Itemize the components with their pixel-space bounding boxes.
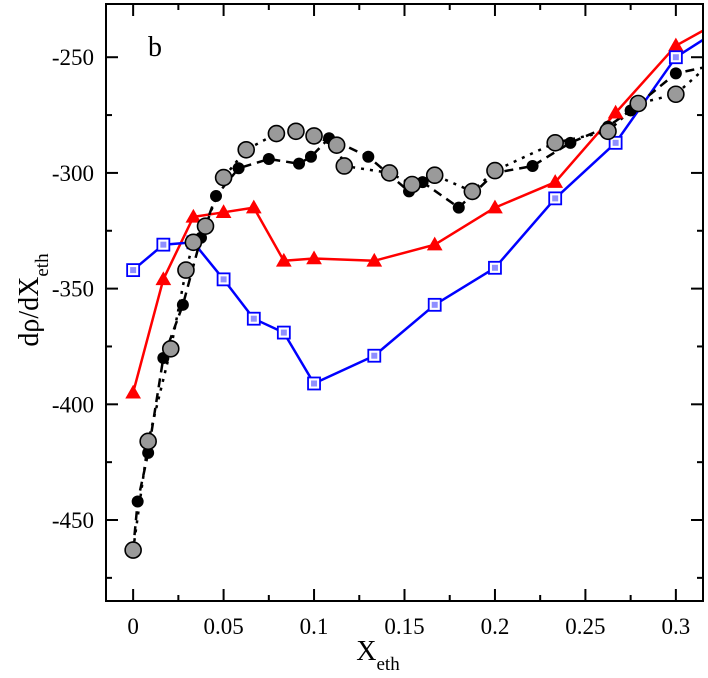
panel-label: b — [148, 32, 162, 63]
red-triangles-point — [426, 236, 443, 251]
blue-squares-point-fill — [160, 241, 167, 248]
blue-squares-point-fill — [250, 315, 257, 322]
blue-squares-point-fill — [491, 264, 498, 271]
y-axis-title-sub: eth — [32, 253, 53, 277]
gray-circles-dotted-point — [380, 164, 399, 182]
black-dots-dashed-point — [362, 150, 375, 163]
red-triangles-point — [366, 252, 383, 267]
red-triangles-point — [245, 199, 262, 214]
gray-circles-dotted-point — [237, 140, 256, 159]
gray-circles-dotted-point — [546, 134, 564, 152]
black-dots-dashed-point — [669, 67, 682, 80]
y-tick-label: -450 — [52, 508, 94, 533]
red-triangles-point — [185, 208, 202, 223]
blue-squares-point-fill — [371, 352, 378, 359]
blue-squares-point-fill — [612, 139, 619, 146]
red-triangles-point — [487, 199, 503, 214]
x-tick-label: 0.05 — [203, 614, 243, 639]
red-triangles-point — [607, 104, 624, 119]
red-triangles-point — [155, 271, 172, 286]
red-triangles-point — [547, 174, 564, 188]
gray-circles-dotted-point — [139, 432, 157, 451]
gray-circles-dotted-point — [196, 217, 215, 235]
x-tick-label: 0.2 — [481, 614, 510, 639]
gray-circles-dotted-point — [463, 182, 482, 201]
black-dots-dashed-point — [232, 162, 245, 175]
y-axis-title-main: dρ/dX — [14, 277, 45, 347]
y-tick-label: -250 — [52, 45, 94, 70]
red-triangles-point — [215, 204, 232, 219]
gray-circles-dotted-point — [184, 233, 203, 252]
black-dots-dashed-point — [209, 190, 222, 203]
black-dots-dashed-point — [293, 157, 306, 170]
gray-circles-dotted-point — [177, 261, 195, 279]
black-dots-dashed-point — [142, 446, 155, 459]
y-tick-label: -350 — [52, 277, 94, 302]
gray-circles-dotted-point — [629, 94, 648, 113]
red-triangles-point — [275, 252, 292, 267]
y-tick-label: -400 — [52, 392, 94, 417]
blue-squares-point-fill — [130, 267, 137, 274]
tick-labels-layer: 0 0.05 0.1 0.15 0.2 0.25 0.3 -450 -400 -350 -300 -2… — [52, 45, 690, 639]
x-tick-label: 0 — [127, 614, 139, 639]
black-dots-dashed-point — [452, 201, 465, 214]
red-triangles-point — [125, 384, 141, 399]
gray-circles-dotted-point — [327, 136, 346, 154]
gray-circles-dotted-point — [305, 127, 323, 145]
red-triangles-point — [306, 250, 322, 265]
gray-circles-dotted-point — [335, 157, 354, 175]
gray-circles-dotted-point — [214, 168, 233, 187]
x-axis-title-main: X — [356, 636, 376, 667]
blue-squares-point-fill — [280, 329, 287, 336]
y-axis-title: dρ/dXeth — [14, 253, 53, 347]
x-axis-title-sub: eth — [377, 654, 401, 675]
x-axis-title: Xeth — [356, 636, 400, 675]
black-dots-dashed-point — [262, 153, 275, 166]
blue-squares-point-fill — [311, 380, 318, 387]
blue-squares-point-fill — [552, 195, 559, 202]
black-dots-dashed-point — [526, 159, 539, 172]
blue-squares-point-fill — [431, 301, 438, 308]
gray-circles-dotted-point — [287, 122, 305, 141]
gray-circles-dotted-point — [403, 175, 421, 194]
plot-frame — [105, 3, 704, 602]
black-dots-dashed-point — [564, 136, 577, 149]
black-dots-dashed-point — [176, 298, 189, 311]
y-tick-label: -300 — [52, 161, 94, 186]
black-dots-dashed-point — [131, 495, 144, 508]
gray-circles-dotted-point — [425, 166, 444, 185]
gray-circles-dotted-point — [267, 124, 286, 143]
gray-circles-dotted-point — [161, 339, 180, 358]
x-tick-label: 0.15 — [384, 614, 424, 639]
x-tick-label: 0.3 — [661, 614, 690, 639]
blue-squares-point-fill — [672, 54, 679, 61]
series-layer — [124, 29, 703, 559]
x-tick-label: 0.1 — [300, 614, 329, 639]
gray-circles-dotted-point — [599, 122, 617, 141]
blue-squares-point-fill — [220, 276, 227, 283]
x-tick-label: 0.25 — [565, 614, 605, 639]
gray-circles-dotted-point — [486, 161, 504, 180]
gray-circles-dotted-point — [667, 85, 685, 104]
black-dots-dashed-point — [304, 150, 317, 163]
gray-circles-dotted-point — [124, 541, 142, 559]
